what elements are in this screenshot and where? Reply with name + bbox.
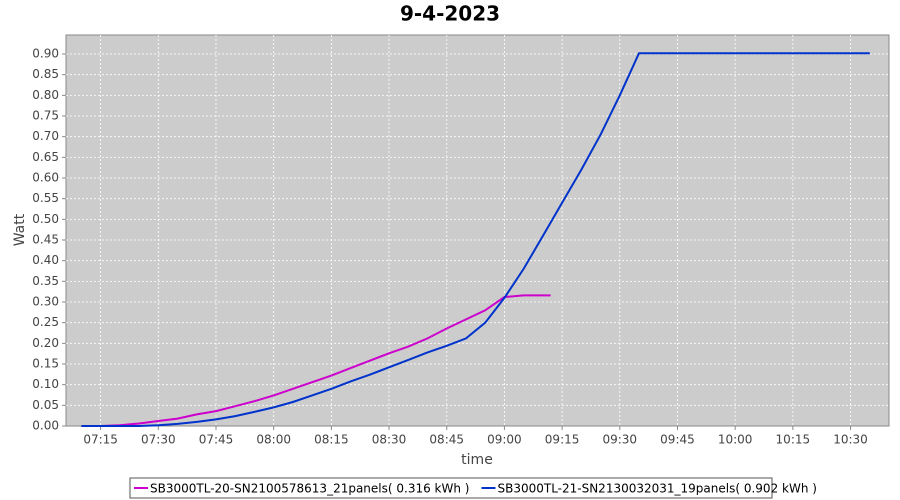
y-tick-label: 0.85 [32, 67, 59, 81]
y-tick-label: 0.15 [32, 357, 59, 371]
x-tick-label: 10:15 [776, 433, 811, 447]
legend-label: SB3000TL-21-SN2130032031_19panels( 0.902… [497, 482, 816, 496]
x-tick-label: 09:00 [487, 433, 522, 447]
y-tick-label: 0.50 [32, 212, 59, 226]
x-tick-label: 09:45 [660, 433, 695, 447]
legend-label: SB3000TL-20-SN2100578613_21panels( 0.316… [150, 482, 469, 496]
x-tick-label: 10:00 [718, 433, 753, 447]
y-tick-label: 0.65 [32, 150, 59, 164]
series-line [81, 294, 551, 427]
y-tick-label: 0.00 [32, 419, 59, 433]
x-tick-label: 07:15 [83, 433, 118, 447]
x-tick-label: 09:15 [545, 433, 580, 447]
y-tick-label: 0.60 [32, 171, 59, 185]
plot-area [65, 34, 890, 427]
x-tick-label: 08:30 [372, 433, 407, 447]
y-tick-label: 0.30 [32, 295, 59, 309]
y-tick-label: 0.90 [32, 47, 59, 61]
y-tick-label: 0.75 [32, 109, 59, 123]
y-tick-label: 0.05 [32, 398, 59, 412]
x-tick-label: 09:30 [602, 433, 637, 447]
y-tick-label: 0.70 [32, 129, 59, 143]
legend [129, 477, 773, 499]
y-axis-label: Watt [12, 213, 28, 246]
x-tick-label: 10:30 [833, 433, 868, 447]
y-tick-label: 0.40 [32, 253, 59, 267]
x-axis-label: time [461, 452, 493, 468]
y-tick-label: 0.20 [32, 336, 59, 350]
y-tick-label: 0.25 [32, 315, 59, 329]
y-tick-label: 0.80 [32, 88, 59, 102]
x-tick-label: 07:45 [199, 433, 234, 447]
y-tick-label: 0.55 [32, 191, 59, 205]
x-tick-label: 08:45 [429, 433, 464, 447]
series-line [81, 52, 870, 427]
y-tick-label: 0.35 [32, 274, 59, 288]
y-tick-label: 0.45 [32, 233, 59, 247]
chart-title: 9-4-2023 [400, 2, 500, 26]
y-tick-label: 0.10 [32, 377, 59, 391]
x-tick-label: 08:00 [256, 433, 291, 447]
x-tick-label: 08:15 [314, 433, 349, 447]
x-tick-label: 07:30 [141, 433, 176, 447]
